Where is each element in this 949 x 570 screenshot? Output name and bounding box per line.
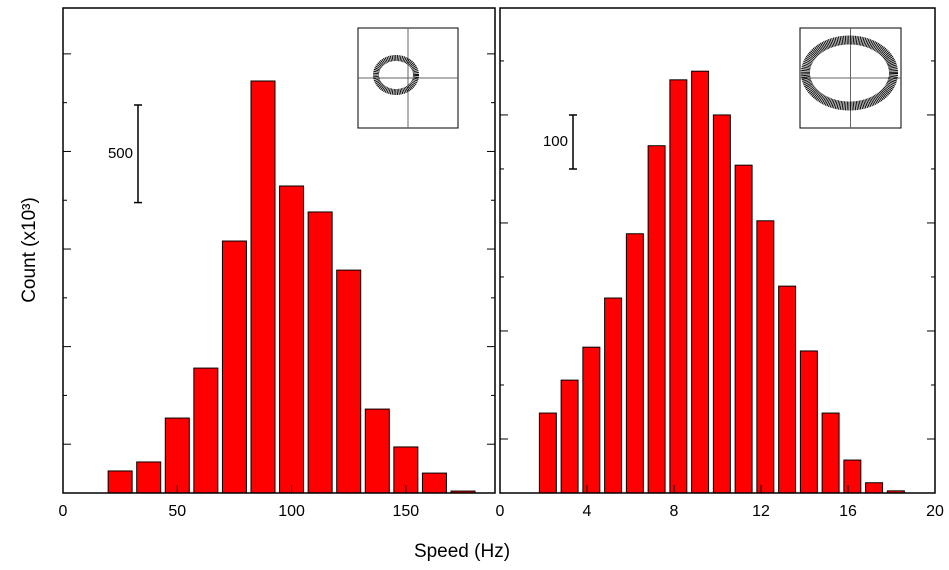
bar: [538, 412, 557, 494]
bar: [843, 459, 862, 494]
bar: [221, 240, 247, 494]
bar: [778, 285, 797, 494]
bar: [136, 461, 162, 494]
bar: [865, 482, 884, 494]
bar: [307, 211, 333, 494]
bar: [625, 233, 644, 494]
scale-bar-label: 100: [543, 133, 568, 150]
x-tick-label: 0: [59, 503, 68, 520]
plot-frame: [499, 7, 936, 494]
scale-bar-label: 500: [108, 145, 133, 162]
x-tick-label: 150: [393, 503, 420, 520]
y-axis-label: Count (x10³): [19, 197, 40, 303]
inset-ring: [801, 35, 898, 111]
x-tick-label: 12: [752, 503, 770, 520]
x-tick-label: 100: [278, 503, 305, 520]
x-tick-label: 4: [583, 503, 592, 520]
bar: [107, 470, 133, 494]
inset-ring: [373, 55, 419, 95]
x-tick-label: 8: [670, 503, 679, 520]
bar: [799, 350, 818, 494]
bar: [821, 412, 840, 494]
inset: [799, 27, 902, 129]
bar: [691, 70, 710, 494]
bar: [560, 379, 579, 494]
bar: [336, 269, 362, 494]
x-tick-label: 20: [926, 503, 944, 520]
x-tick-label: 16: [839, 503, 857, 520]
inset: [357, 27, 459, 129]
x-tick-label: 0: [496, 503, 505, 520]
bar: [250, 80, 276, 494]
scale-bar: 100: [543, 114, 577, 170]
bar: [756, 220, 775, 494]
x-axis-label: Speed (Hz): [414, 541, 510, 562]
plot-frame: [62, 7, 496, 494]
scale-bar: 500: [108, 104, 142, 204]
bar: [279, 185, 305, 494]
bar: [734, 164, 753, 494]
bar: [669, 79, 688, 494]
bar: [164, 417, 190, 494]
bar: [193, 367, 219, 494]
bar: [364, 408, 390, 494]
x-tick-label: 50: [168, 503, 186, 520]
bar: [604, 297, 623, 494]
bar: [712, 114, 731, 494]
bar: [421, 472, 447, 494]
bar: [582, 346, 601, 494]
bar: [647, 145, 666, 494]
